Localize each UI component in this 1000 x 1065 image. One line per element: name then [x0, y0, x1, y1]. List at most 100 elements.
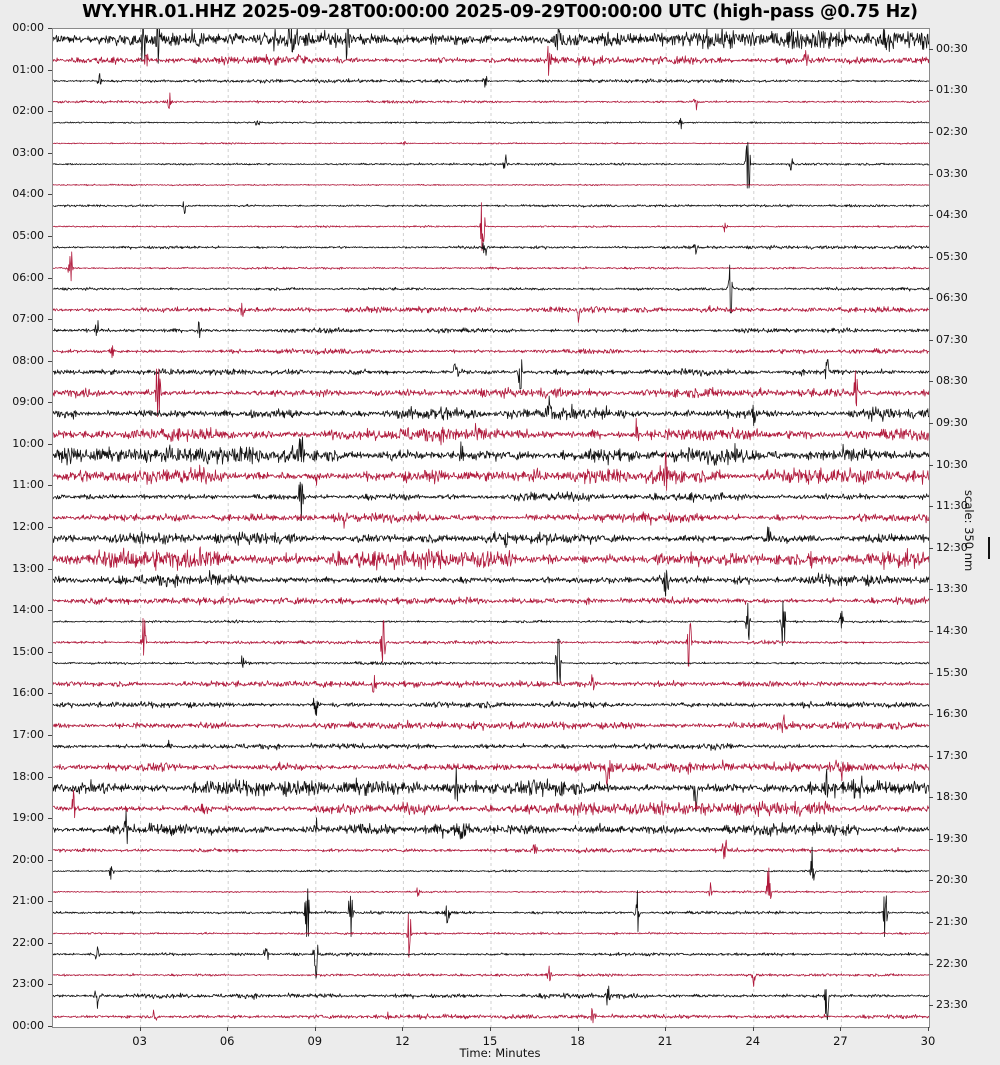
- seismic-trace: [53, 73, 929, 88]
- x-tick-mark: [752, 1027, 754, 1031]
- x-tick-label: 18: [570, 1034, 585, 1048]
- x-tick-label: 09: [307, 1034, 323, 1048]
- x-tick-mark: [402, 1027, 404, 1031]
- y-tick-mark-right: [929, 547, 933, 549]
- y-tick-label-left: 16:00: [12, 686, 44, 700]
- seismic-trace: [53, 595, 929, 606]
- x-tick-mark: [314, 1027, 316, 1031]
- seismic-trace: [53, 320, 929, 339]
- seismic-trace: [53, 92, 929, 111]
- y-tick-label-left: 11:00: [12, 478, 44, 492]
- y-tick-mark-left: [48, 194, 52, 196]
- y-tick-mark-right: [929, 589, 933, 591]
- y-tick-mark-right: [929, 298, 933, 300]
- y-tick-mark-right: [929, 131, 933, 133]
- seismic-trace: [53, 368, 929, 418]
- y-tick-mark-left: [48, 360, 52, 362]
- y-tick-label-right: 22:30: [936, 956, 968, 970]
- seismic-trace: [53, 436, 929, 466]
- x-tick-label: 03: [132, 1034, 147, 1048]
- y-tick-mark-left: [48, 319, 52, 321]
- seismic-trace: [53, 674, 929, 693]
- x-tick-label: 15: [482, 1034, 498, 1048]
- y-tick-mark-left: [48, 859, 52, 861]
- y-tick-label-right: 09:30: [936, 416, 968, 430]
- y-tick-mark-left: [48, 485, 52, 487]
- y-tick-mark-right: [929, 672, 933, 674]
- x-tick-mark: [665, 1027, 667, 1031]
- y-tick-label-right: 21:30: [936, 915, 968, 929]
- y-tick-mark-left: [48, 443, 52, 445]
- seismic-trace: [53, 202, 929, 251]
- y-tick-label-left: 00:00: [12, 1019, 44, 1032]
- y-tick-label-left: 05:00: [12, 228, 44, 242]
- y-tick-label-left: 04:00: [12, 187, 44, 201]
- seismic-trace: [53, 251, 929, 282]
- seismic-trace: [53, 767, 929, 813]
- seismic-trace: [53, 511, 929, 529]
- y-tick-mark-right: [929, 215, 933, 217]
- y-tick-mark-left: [48, 776, 52, 778]
- y-tick-label-right: 13:30: [936, 582, 968, 596]
- x-tick-label: 24: [745, 1034, 761, 1048]
- y-tick-label-right: 14:30: [936, 623, 968, 637]
- y-tick-mark-left: [48, 235, 52, 237]
- x-tick-label: 12: [395, 1034, 410, 1048]
- seismic-trace: [53, 417, 929, 446]
- seismic-trace: [53, 242, 929, 256]
- y-tick-label-left: 22:00: [12, 935, 44, 949]
- y-tick-mark-left: [48, 402, 52, 404]
- seismic-trace: [53, 358, 929, 390]
- y-tick-label-right: 05:30: [936, 249, 968, 263]
- seismic-trace: [53, 264, 929, 314]
- y-tick-mark-right: [929, 1005, 933, 1007]
- y-tick-mark-left: [48, 1026, 52, 1027]
- x-tick-label: 27: [833, 1034, 848, 1048]
- seismic-trace: [53, 714, 929, 734]
- y-tick-label-right: 18:30: [936, 790, 968, 804]
- y-tick-mark-right: [929, 173, 933, 175]
- y-tick-mark-right: [929, 838, 933, 840]
- y-tick-label-right: 23:30: [936, 998, 968, 1012]
- seismic-trace: [53, 913, 929, 958]
- y-tick-label-left: 20:00: [12, 852, 44, 866]
- y-tick-mark-right: [929, 880, 933, 882]
- y-tick-mark-right: [929, 922, 933, 924]
- seismic-trace: [53, 888, 929, 937]
- y-tick-label-right: 10:30: [936, 457, 968, 471]
- y-tick-label-right: 15:30: [936, 665, 968, 679]
- y-tick-label-left: 02:00: [12, 104, 44, 118]
- scale-label: scale: 350 nm: [962, 490, 976, 572]
- y-tick-label-left: 01:00: [12, 62, 44, 76]
- y-tick-label-right: 20:30: [936, 873, 968, 887]
- y-tick-mark-right: [929, 256, 933, 258]
- y-tick-mark-left: [48, 527, 52, 528]
- y-tick-label-right: 02:30: [936, 124, 968, 138]
- x-tick-mark: [577, 1027, 579, 1031]
- seismic-trace: [53, 451, 929, 491]
- x-tick-mark: [227, 1027, 229, 1031]
- y-tick-label-left: 07:00: [12, 312, 44, 326]
- y-tick-mark-right: [929, 464, 933, 466]
- y-tick-mark-left: [48, 111, 52, 113]
- y-tick-label-right: 17:30: [936, 748, 968, 762]
- y-tick-mark-left: [48, 818, 52, 820]
- x-tick-mark: [490, 1027, 491, 1031]
- y-tick-mark-left: [48, 568, 52, 570]
- y-tick-mark-left: [48, 28, 52, 29]
- y-tick-mark-right: [929, 755, 933, 757]
- seismic-trace: [53, 201, 929, 215]
- seismic-trace: [53, 638, 929, 686]
- y-tick-label-left: 13:00: [12, 561, 44, 575]
- trace-canvas: [53, 29, 929, 1027]
- y-tick-label-right: 01:30: [936, 83, 968, 97]
- y-tick-label-left: 15:00: [12, 644, 44, 658]
- seismic-trace: [53, 546, 929, 571]
- plot-area[interactable]: [52, 28, 930, 1028]
- y-tick-label-left: 18:00: [12, 769, 44, 783]
- y-tick-label-right: 12:30: [936, 540, 968, 554]
- seismic-trace: [53, 481, 929, 522]
- seismic-trace: [53, 600, 929, 646]
- y-tick-label-left: 09:00: [12, 395, 44, 409]
- y-tick-label-right: 06:30: [936, 291, 968, 305]
